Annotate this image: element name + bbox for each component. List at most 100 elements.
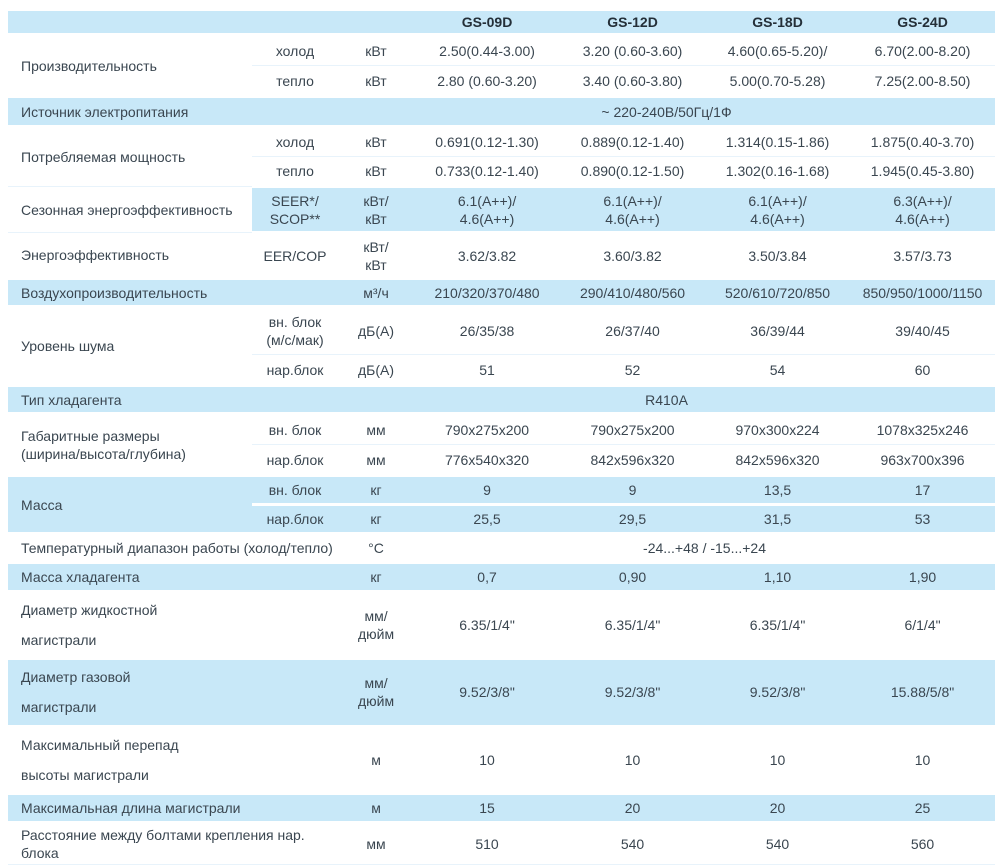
param-unit: дБ(А) xyxy=(338,306,415,356)
param-unit: м xyxy=(338,791,415,824)
value-gs-24d: 17 xyxy=(850,474,996,507)
row-airflow: Воздухопроизводительность м³/ч 210/320/370… xyxy=(8,277,996,309)
value-gs-24d: 1.875(0.40-3.70) xyxy=(850,126,996,158)
value-gs-12d: 0.889(0.12-1.40) xyxy=(560,126,706,158)
value-gs-18d: 1.302(0.16-1.68) xyxy=(705,156,851,188)
row-refrigerant-type: Тип хладагента R410A xyxy=(8,384,996,416)
param-unit: мм xyxy=(338,413,415,446)
model-header-gs-24d: GS-24D xyxy=(850,7,996,37)
value-gs-18d: 520/610/720/850 xyxy=(705,277,851,309)
value-gs-09d: 15 xyxy=(414,791,561,824)
param-sublabel: тепло xyxy=(252,65,338,98)
value-gs-12d: 790x275x200 xyxy=(560,413,706,446)
row-temp-range: Температурный диапазон работы (холод/теп… xyxy=(8,533,996,564)
value-gs-18d: 842x596x320 xyxy=(705,444,851,477)
model-header-gs-18d: GS-18D xyxy=(705,7,851,37)
param-unit: кВт xyxy=(338,156,415,188)
value-gs-18d: 970x300x224 xyxy=(705,413,851,446)
param-name: Энергоэффективность xyxy=(8,232,252,280)
value-gs-09d: 210/320/370/480 xyxy=(414,277,561,309)
row-capacity-heat: тепло кВт 2.80 (0.60-3.20) 3.40 (0.60-3.80)… xyxy=(8,65,996,98)
row-seasonal-efficiency: Сезонная энергоэффективность SEER*/ SCOP*… xyxy=(8,185,996,235)
param-name: Источник электропитания xyxy=(8,95,338,129)
value-gs-09d: 25,5 xyxy=(414,503,561,536)
value-gs-09d: 0,7 xyxy=(414,561,561,594)
value-gs-12d: 9.52/3/8" xyxy=(560,657,706,728)
param-unit: кВт/ кВт xyxy=(338,185,415,235)
param-sublabel: SEER*/ SCOP** xyxy=(252,185,338,235)
param-sublabel: вн. блок xyxy=(252,474,338,507)
param-unit: кВт xyxy=(338,65,415,98)
param-sublabel: тепло xyxy=(252,156,338,188)
row-gas-line-diameter: Диаметр газовой магистрали мм/ дюйм 9.52/3… xyxy=(8,657,996,728)
value-gs-09d: 776x540x320 xyxy=(414,444,561,477)
param-unit: кВт xyxy=(338,126,415,158)
value-gs-09d: 0.733(0.12-1.40) xyxy=(414,156,561,188)
row-efficiency: Энергоэффективность EER/COP кВт/ кВт 3.62/3… xyxy=(8,232,996,280)
value-gs-12d: 290/410/480/560 xyxy=(560,277,706,309)
value-gs-18d: 6.35/1/4" xyxy=(705,591,851,660)
row-max-height-difference: Максимальный перепад высоты магистрали м 1… xyxy=(8,726,996,794)
value-gs-12d: 6.1(A++)/ 4.6(A++) xyxy=(560,185,706,235)
value-gs-09d: 790x275x200 xyxy=(414,413,561,446)
value-gs-18d: 1,10 xyxy=(705,561,851,594)
param-name: Максимальная длина магистрали xyxy=(8,791,338,824)
param-unit: кВт xyxy=(338,34,415,67)
shared-value: R410A xyxy=(338,384,996,416)
value-gs-24d: 15.88/5/8" xyxy=(850,657,996,728)
param-name: Максимальный перепад высоты магистрали xyxy=(8,726,338,794)
value-gs-09d: 9 xyxy=(414,474,561,507)
param-unit: °C xyxy=(338,533,415,564)
value-gs-24d: 6.3(A++)/ 4.6(A++) xyxy=(850,185,996,235)
shared-value: ~ 220-240В/50Гц/1Ф xyxy=(338,95,996,129)
value-gs-12d: 6.35/1/4" xyxy=(560,591,706,660)
param-unit: кг xyxy=(338,561,415,594)
row-max-line-length: Максимальная длина магистрали м 15 20 20 25 xyxy=(8,791,996,824)
value-gs-09d: 6.35/1/4" xyxy=(414,591,561,660)
param-name: Потребляемая мощность xyxy=(8,126,252,188)
value-gs-24d: 25 xyxy=(850,791,996,824)
row-power-input-heat: тепло кВт 0.733(0.12-1.40) 0.890(0.12-1.50)… xyxy=(8,156,996,188)
value-gs-24d: 3.57/3.73 xyxy=(850,232,996,280)
value-gs-18d: 3.50/3.84 xyxy=(705,232,851,280)
value-gs-09d: 51 xyxy=(414,354,561,387)
param-sublabel: нар.блок xyxy=(252,444,338,477)
value-gs-09d: 9.52/3/8" xyxy=(414,657,561,728)
value-gs-12d: 3.40 (0.60-3.80) xyxy=(560,65,706,98)
param-unit: мм xyxy=(338,444,415,477)
param-name: Производительность xyxy=(8,34,252,98)
param-sublabel: нар.блок xyxy=(252,354,338,387)
param-unit: мм/ дюйм xyxy=(338,591,415,660)
param-name: Уровень шума xyxy=(8,306,252,387)
value-gs-24d: 10 xyxy=(850,726,996,794)
value-gs-09d: 26/35/38 xyxy=(414,306,561,356)
value-gs-12d: 3.20 (0.60-3.60) xyxy=(560,34,706,67)
value-gs-24d: 53 xyxy=(850,503,996,536)
value-gs-12d: 0,90 xyxy=(560,561,706,594)
param-unit: кг xyxy=(338,503,415,536)
param-name: Габаритные размеры (ширина/высота/глубин… xyxy=(8,413,252,477)
value-gs-18d: 36/39/44 xyxy=(705,306,851,356)
value-gs-18d: 54 xyxy=(705,354,851,387)
value-gs-09d: 510 xyxy=(414,822,561,865)
row-power-input-cool: Потребляемая мощность холод кВт 0.691(0.12-… xyxy=(8,126,996,188)
value-gs-18d: 9.52/3/8" xyxy=(705,657,851,728)
param-name: Масса хладагента xyxy=(8,561,338,594)
row-liquid-line-diameter: Диаметр жидкостной магистрали мм/ дюйм 6.3… xyxy=(8,591,996,660)
param-sublabel: холод xyxy=(252,126,338,158)
model-header-gs-12d: GS-12D xyxy=(560,7,706,37)
row-refrigerant-weight: Масса хладагента кг 0,7 0,90 1,10 1,90 xyxy=(8,561,996,594)
param-sublabel: нар.блок xyxy=(252,503,338,536)
value-gs-18d: 5.00(0.70-5.28) xyxy=(705,65,851,98)
model-header-gs-09d: GS-09D xyxy=(414,7,561,37)
value-gs-24d: 1,90 xyxy=(850,561,996,594)
row-noise-indoor: Уровень шума вн. блок (м/с/мак) дБ(А) 26/35… xyxy=(8,306,996,387)
value-gs-12d: 52 xyxy=(560,354,706,387)
value-gs-12d: 29,5 xyxy=(560,503,706,536)
param-unit: кВт/ кВт xyxy=(338,232,415,280)
model-header-row: GS-09D GS-12D GS-18D GS-24D xyxy=(8,7,996,37)
param-sublabel: вн. блок (м/с/мак) xyxy=(252,306,338,356)
param-sublabel: вн. блок xyxy=(252,413,338,446)
value-gs-12d: 540 xyxy=(560,822,706,865)
value-gs-12d: 10 xyxy=(560,726,706,794)
